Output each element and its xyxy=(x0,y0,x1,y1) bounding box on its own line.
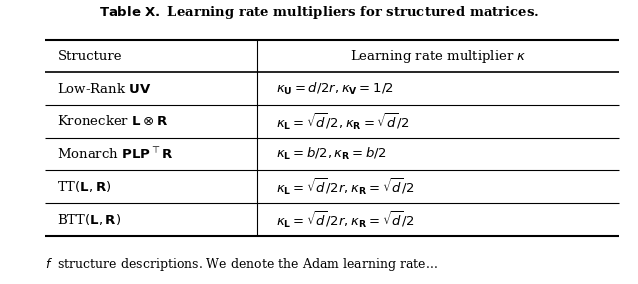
Text: $\kappa_\mathbf{L} = \sqrt{d}/2r, \kappa_\mathbf{R} = \sqrt{d}/2$: $\kappa_\mathbf{L} = \sqrt{d}/2r, \kappa… xyxy=(276,176,415,197)
Text: $\kappa_\mathbf{L} = b/2, \kappa_\mathbf{R} = b/2$: $\kappa_\mathbf{L} = b/2, \kappa_\mathbf… xyxy=(276,146,387,162)
Text: $\kappa_\mathbf{L} = \sqrt{d}/2, \kappa_\mathbf{R} = \sqrt{d}/2$: $\kappa_\mathbf{L} = \sqrt{d}/2, \kappa_… xyxy=(276,111,410,132)
Text: Structure: Structure xyxy=(57,50,122,62)
Text: $\mathbf{Table\ X.}$ Learning rate multipliers for structured matrices.: $\mathbf{Table\ X.}$ Learning rate multi… xyxy=(99,4,539,21)
Text: TT$(\mathbf{L}, \mathbf{R})$: TT$(\mathbf{L}, \mathbf{R})$ xyxy=(57,179,112,194)
Text: Learning rate multiplier $\kappa$: Learning rate multiplier $\kappa$ xyxy=(350,48,526,64)
Text: $f$  structure descriptions. We denote the Adam learning rate...: $f$ structure descriptions. We denote th… xyxy=(45,256,438,273)
Text: Low-Rank $\mathbf{UV}$: Low-Rank $\mathbf{UV}$ xyxy=(57,82,152,96)
Text: BTT$(\mathbf{L}, \mathbf{R})$: BTT$(\mathbf{L}, \mathbf{R})$ xyxy=(57,212,121,227)
Text: Monarch $\mathbf{PLP}^\top\mathbf{R}$: Monarch $\mathbf{PLP}^\top\mathbf{R}$ xyxy=(57,146,174,162)
Text: $\kappa_\mathbf{U} = d/2r, \kappa_\mathbf{V} = 1/2$: $\kappa_\mathbf{U} = d/2r, \kappa_\mathb… xyxy=(276,81,394,97)
Text: Kronecker $\mathbf{L} \otimes \mathbf{R}$: Kronecker $\mathbf{L} \otimes \mathbf{R}… xyxy=(57,114,168,128)
Text: $\kappa_\mathbf{L} = \sqrt{d}/2r, \kappa_\mathbf{R} = \sqrt{d}/2$: $\kappa_\mathbf{L} = \sqrt{d}/2r, \kappa… xyxy=(276,209,415,230)
